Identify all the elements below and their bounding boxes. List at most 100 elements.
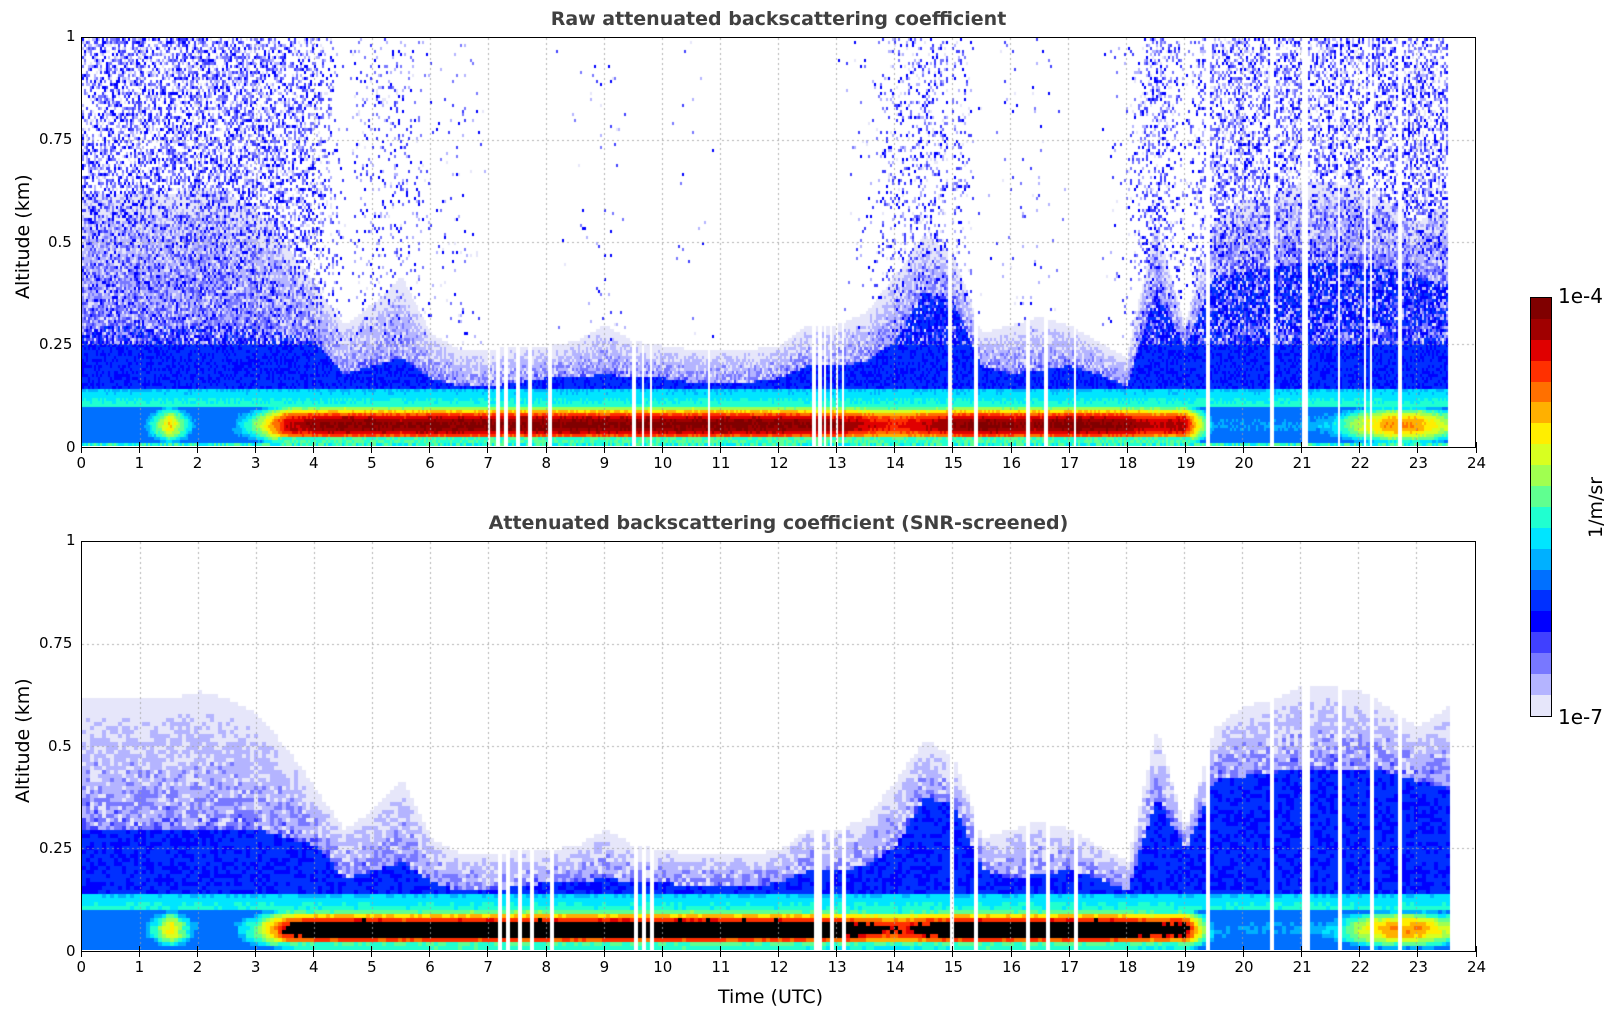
x-tick-label: 16 — [1002, 958, 1022, 976]
x-tick-mark — [1243, 442, 1244, 453]
x-tick-mark — [138, 946, 140, 957]
x-tick-mark — [254, 442, 256, 453]
x-tick-label: 15 — [943, 454, 963, 472]
x-tick-label: 23 — [1408, 454, 1428, 472]
x-tick-label: 8 — [541, 958, 552, 976]
x-tick-label: 15 — [943, 958, 963, 976]
x-tick-mark — [313, 442, 314, 453]
x-tick-mark — [1126, 946, 1128, 957]
x-tick-label: 22 — [1350, 958, 1370, 976]
x-tick-mark — [778, 946, 779, 957]
colorbar-swatch — [1531, 339, 1551, 361]
x-tick-mark — [836, 442, 838, 453]
x-tick-mark — [952, 442, 954, 453]
x-tick-label: 20 — [1234, 454, 1254, 472]
x-tick-mark — [1359, 946, 1361, 957]
x-tick-label: 13 — [827, 454, 847, 472]
colorbar-swatch — [1531, 611, 1551, 633]
x-tick-label: 17 — [1060, 454, 1080, 472]
x-tick-mark — [836, 946, 838, 957]
x-tick-label: 3 — [250, 958, 261, 976]
x-tick-label: 7 — [483, 454, 493, 472]
x-tick-label: 0 — [76, 958, 87, 976]
x-tick-label: 20 — [1234, 958, 1254, 976]
colorbar-swatch — [1531, 444, 1551, 466]
x-tick-label: 6 — [425, 958, 435, 976]
colorbar-swatch — [1531, 569, 1551, 591]
x-tick-label: 18 — [1118, 958, 1138, 976]
colorbar-swatch — [1531, 360, 1551, 382]
colorbar-swatch — [1531, 298, 1551, 319]
colorbar-max-label: 1e-4 — [1558, 284, 1603, 308]
colorbar-swatch — [1531, 465, 1551, 487]
y-tick-label: 0.25 — [39, 335, 73, 354]
colorbar-swatch — [1531, 653, 1551, 675]
x-tick-label: 10 — [653, 958, 673, 976]
x-tick-mark — [545, 946, 547, 957]
x-tick-mark — [603, 946, 605, 957]
x-tick-label: 12 — [769, 958, 789, 976]
colorbar-swatch — [1531, 632, 1551, 654]
x-tick-mark — [487, 442, 489, 453]
x-tick-label: 9 — [599, 454, 610, 472]
colorbar-swatch — [1531, 506, 1551, 528]
x-tick-label: 7 — [483, 958, 493, 976]
x-tick-label: 24 — [1467, 958, 1487, 976]
x-tick-mark — [545, 442, 547, 453]
x-axis-label: Time (UTC) — [718, 986, 824, 1008]
x-tick-label: 11 — [711, 958, 731, 976]
x-tick-mark — [1068, 946, 1070, 957]
x-tick-mark — [661, 442, 663, 453]
bottom-y-axis-label: Altitude (km) — [12, 678, 34, 803]
x-tick-mark — [1359, 442, 1361, 453]
x-tick-mark — [1475, 946, 1477, 957]
x-tick-label: 24 — [1467, 454, 1487, 472]
x-tick-label: 5 — [367, 454, 377, 472]
colorbar-swatch — [1531, 402, 1551, 424]
top-chart-title: Raw attenuated backscattering coefficien… — [550, 8, 1007, 30]
colorbar — [1530, 297, 1552, 717]
x-tick-mark — [894, 946, 896, 957]
x-tick-label: 14 — [885, 454, 905, 472]
x-tick-label: 2 — [192, 958, 203, 976]
y-tick-label: 0 — [66, 438, 76, 456]
x-tick-label: 1 — [134, 958, 145, 976]
colorbar-unit-label: 1/m/sr — [1585, 476, 1607, 538]
colorbar-min-label: 1e-7 — [1558, 705, 1603, 729]
x-tick-mark — [952, 946, 954, 957]
x-tick-mark — [196, 442, 198, 453]
x-tick-label: 2 — [192, 454, 203, 472]
x-tick-mark — [1126, 442, 1128, 453]
x-tick-label: 19 — [1176, 958, 1196, 976]
colorbar-swatch — [1531, 423, 1551, 445]
top-heatmap-canvas — [82, 38, 1474, 446]
x-tick-label: 4 — [309, 958, 319, 976]
x-tick-label: 1 — [134, 454, 145, 472]
y-tick-label: 0.5 — [48, 232, 72, 251]
x-tick-mark — [1301, 442, 1303, 453]
x-tick-label: 21 — [1292, 958, 1312, 976]
x-tick-mark — [487, 946, 489, 957]
bottom-heatmap-panel — [81, 541, 1476, 952]
x-tick-label: 4 — [309, 454, 319, 472]
x-tick-mark — [371, 442, 373, 453]
x-tick-label: 8 — [541, 454, 552, 472]
colorbar-swatch — [1531, 318, 1551, 340]
x-tick-mark — [371, 946, 373, 957]
x-tick-mark — [1184, 946, 1186, 957]
y-tick-label: 1 — [66, 531, 76, 549]
x-tick-label: 12 — [769, 454, 789, 472]
x-tick-mark — [138, 442, 140, 453]
x-tick-mark — [1301, 946, 1303, 957]
bottom-chart-title: Attenuated backscattering coefficient (S… — [488, 512, 1069, 534]
y-tick-label: 0 — [66, 942, 76, 960]
x-tick-mark — [661, 946, 663, 957]
colorbar-swatch — [1531, 548, 1551, 570]
x-tick-mark — [254, 946, 256, 957]
x-tick-mark — [719, 442, 721, 453]
x-tick-mark — [196, 946, 198, 957]
x-tick-label: 21 — [1292, 454, 1312, 472]
x-tick-label: 14 — [885, 958, 905, 976]
x-tick-label: 9 — [599, 958, 610, 976]
x-tick-mark — [778, 442, 779, 453]
